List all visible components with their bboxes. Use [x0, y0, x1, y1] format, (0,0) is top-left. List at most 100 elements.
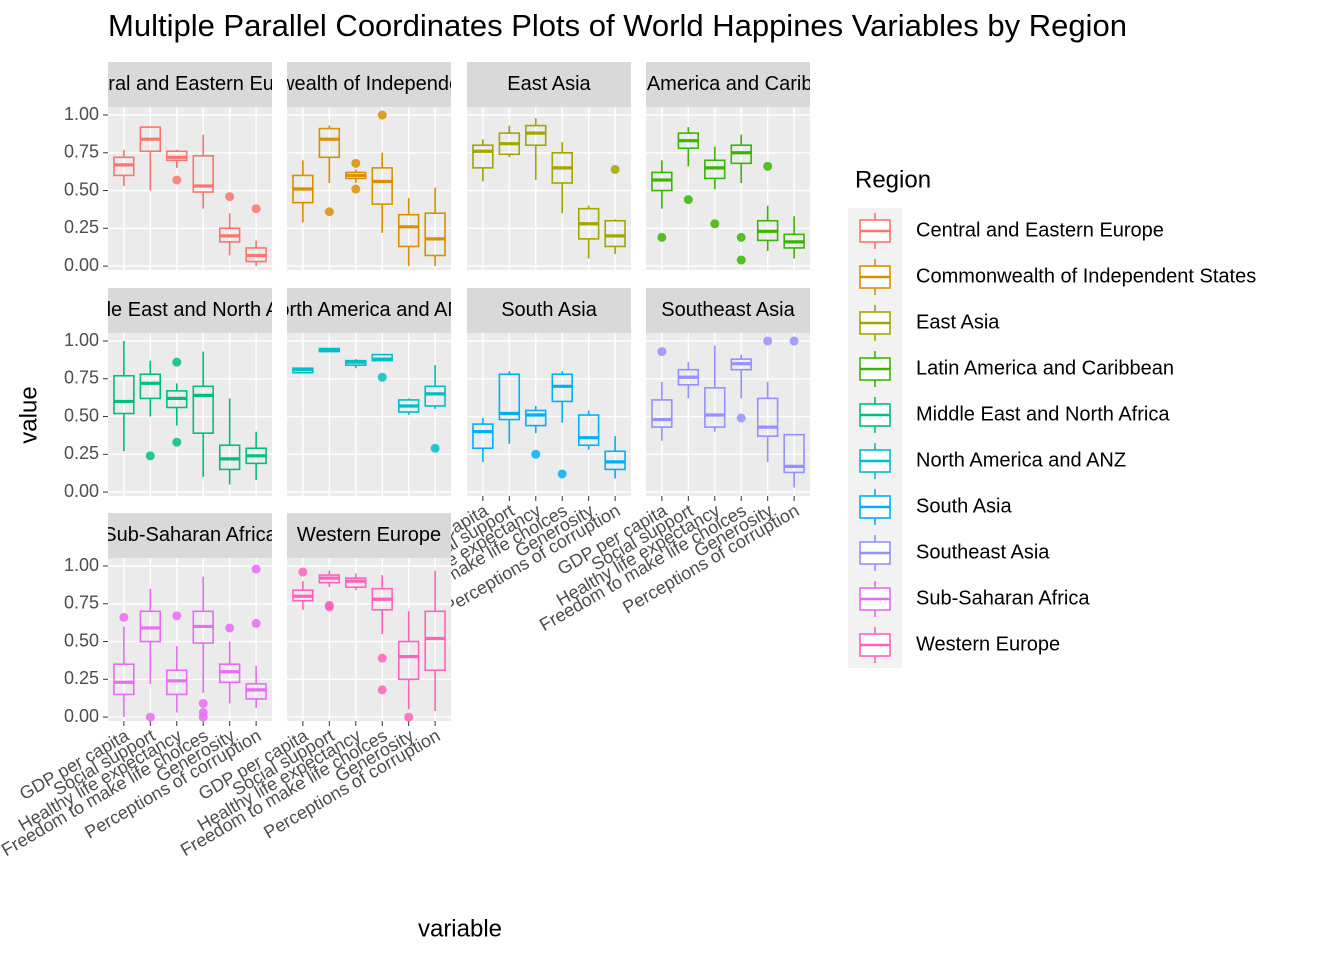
strip-label: Sub-Saharan Africa [103, 524, 277, 546]
panel-background [287, 107, 451, 270]
outlier [145, 451, 155, 461]
outlier [324, 600, 334, 610]
outlier [324, 207, 334, 217]
x-axis-label: variable [418, 915, 502, 942]
outlier [198, 698, 208, 708]
outlier [557, 469, 567, 479]
strip-background [646, 288, 810, 333]
strip-label: Southeast Asia [661, 299, 795, 321]
strip-label: East Asia [507, 73, 591, 95]
strip-background [287, 62, 451, 107]
chart-title: Multiple Parallel Coordinates Plots of W… [108, 8, 1127, 43]
panel: North America and ANZ [287, 288, 451, 496]
y-tick-label: 0.00 [64, 706, 99, 726]
outlier [657, 232, 667, 242]
outlier [119, 612, 129, 622]
box [704, 387, 726, 428]
outlier [789, 336, 799, 346]
legend-label: Latin America and Caribbean [916, 357, 1174, 379]
outlier [683, 195, 693, 205]
outlier [404, 712, 414, 722]
box [756, 397, 779, 437]
panel-background [467, 333, 631, 496]
legend-label: Commonwealth of Independent States [916, 265, 1256, 287]
outlier [531, 449, 541, 459]
box [192, 385, 214, 434]
strip-label: Latin America and Caribbean [599, 73, 857, 95]
outlier [610, 164, 620, 174]
box [192, 154, 214, 193]
outlier [172, 611, 182, 621]
y-axis-label: value [15, 386, 42, 443]
legend-title: Region [855, 166, 931, 193]
box [651, 399, 673, 428]
outlier [430, 443, 440, 453]
box [783, 433, 805, 474]
legend-label: South Asia [916, 495, 1013, 517]
strip-label: Central and Eastern Europe [66, 73, 314, 95]
box [397, 213, 420, 248]
box [424, 212, 446, 257]
outlier [377, 110, 387, 120]
box [113, 374, 135, 415]
outlier [377, 653, 387, 663]
box [577, 414, 600, 447]
outlier [198, 712, 208, 722]
panel: Middle East and North Africa 0.00 0.25 0.50… [64, 288, 272, 501]
strip-background [646, 62, 810, 107]
outlier [225, 192, 235, 202]
outlier [763, 161, 773, 171]
strip-background [467, 62, 631, 107]
y-tick-label: 0.25 [64, 443, 99, 463]
panel: Central and Eastern Europe 0.00 0.25 0.50 0.… [64, 62, 314, 275]
outlier [145, 712, 155, 722]
box [498, 373, 521, 421]
panel-background [646, 107, 810, 270]
box [472, 144, 494, 169]
strip-background [287, 288, 451, 333]
outlier [736, 413, 746, 423]
panel-background [287, 333, 451, 496]
box [525, 409, 547, 427]
box [604, 219, 626, 248]
legend-label: North America and ANZ [916, 449, 1126, 471]
strip-label: Commonwealth of Independent States [199, 73, 539, 95]
box [113, 663, 135, 696]
y-tick-label: 0.75 [64, 593, 99, 613]
panel-background [108, 107, 272, 270]
outlier [736, 255, 746, 265]
panel-background [646, 333, 810, 496]
box [424, 610, 446, 672]
y-tick-label: 1.00 [64, 330, 99, 350]
legend-label: Southeast Asia [916, 541, 1050, 563]
outlier [351, 158, 361, 168]
box [139, 373, 162, 400]
strip-background [108, 513, 272, 558]
outlier [710, 219, 720, 229]
outlier [763, 336, 773, 346]
outlier [225, 623, 235, 633]
box [318, 127, 341, 159]
legend-label: Western Europe [916, 633, 1060, 655]
y-tick-label: 0.50 [64, 179, 99, 199]
outlier [172, 175, 182, 185]
y-tick-label: 0.75 [64, 368, 99, 388]
strip-background [108, 62, 272, 107]
outlier [377, 372, 387, 382]
y-tick-label: 0.50 [64, 630, 99, 650]
strip-label: South Asia [501, 299, 598, 321]
panel-background [108, 558, 272, 721]
outlier [736, 232, 746, 242]
outlier [251, 564, 261, 574]
outlier [251, 204, 261, 214]
y-tick-label: 0.50 [64, 405, 99, 425]
box [424, 385, 446, 407]
y-tick-label: 0.25 [64, 217, 99, 237]
outlier [351, 184, 361, 194]
legend-label: East Asia [916, 311, 1000, 333]
strip-background [467, 288, 631, 333]
box [371, 167, 393, 205]
strip-background [287, 513, 451, 558]
outlier [172, 437, 182, 447]
strip-background [108, 288, 272, 333]
